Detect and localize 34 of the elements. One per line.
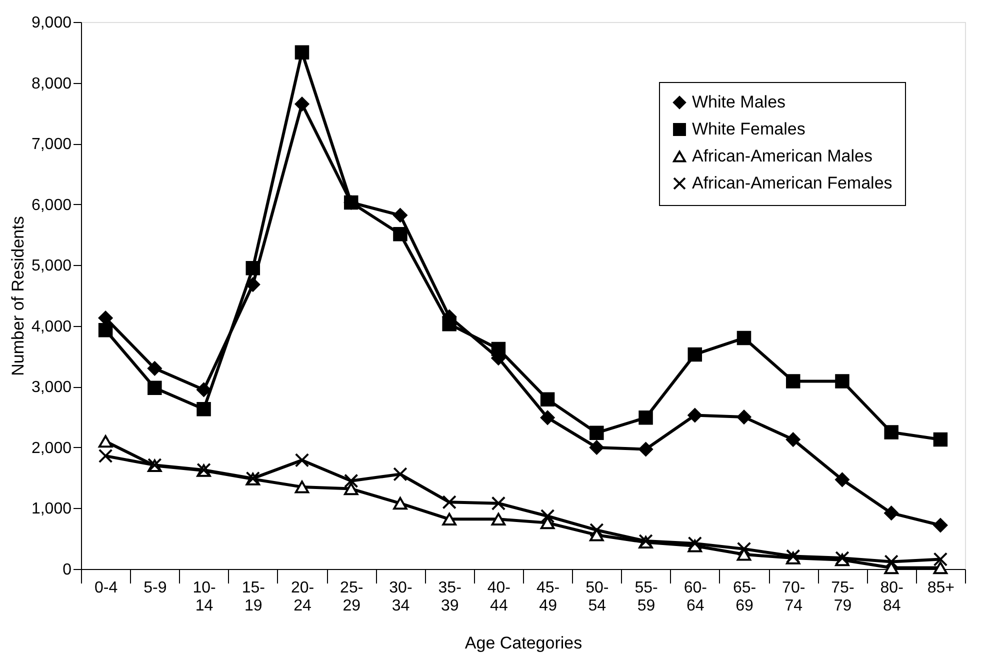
x-tick-label: 55-59 xyxy=(634,580,658,614)
x-tick-label: 75-79 xyxy=(831,580,854,614)
x-tick-label: 15-19 xyxy=(242,580,265,614)
y-tick-label: 6,000 xyxy=(31,196,72,214)
x-tick-label: 20-24 xyxy=(290,580,314,614)
y-tick-label: 7,000 xyxy=(31,136,72,154)
x-tick-label: 45-49 xyxy=(536,580,560,614)
x-tick-label: 40-44 xyxy=(487,580,511,614)
x-tick-label: 50-54 xyxy=(586,580,609,614)
y-tick-label: 3,000 xyxy=(31,379,72,396)
x-tick-label: 5-9 xyxy=(144,580,167,596)
legend-label: African-American Females xyxy=(692,174,892,192)
x-tick-label: 65-69 xyxy=(732,580,756,614)
y-tick-label: 9,000 xyxy=(31,14,72,32)
x-tick-label: 35-39 xyxy=(438,580,462,614)
x-tick-label: 10-14 xyxy=(192,580,216,614)
y-axis-title: Number of Residents xyxy=(8,216,28,376)
legend-label: White Females xyxy=(692,120,806,138)
legend-label: African-American Males xyxy=(692,146,872,166)
y-tick-label: 0 xyxy=(62,562,72,578)
y-tick-label: 1,000 xyxy=(31,500,72,518)
legend-label: White Males xyxy=(692,92,786,112)
y-tick-label: 2,000 xyxy=(31,440,72,457)
x-tick-label: 0-4 xyxy=(94,580,118,596)
x-tick-label: 80-84 xyxy=(880,580,904,614)
x-tick-label: 85+ xyxy=(927,580,955,596)
y-tick-label: 4,000 xyxy=(31,318,72,336)
x-tick-label: 70-74 xyxy=(782,580,806,614)
x-tick-label: 30-34 xyxy=(389,580,412,614)
x-axis-title: Age Categories xyxy=(464,634,582,652)
x-tick-label: 60-64 xyxy=(684,580,707,614)
y-tick-label: 8,000 xyxy=(31,75,72,92)
x-tick-label: 25-29 xyxy=(340,580,364,614)
y-tick-label: 5,000 xyxy=(31,258,72,275)
